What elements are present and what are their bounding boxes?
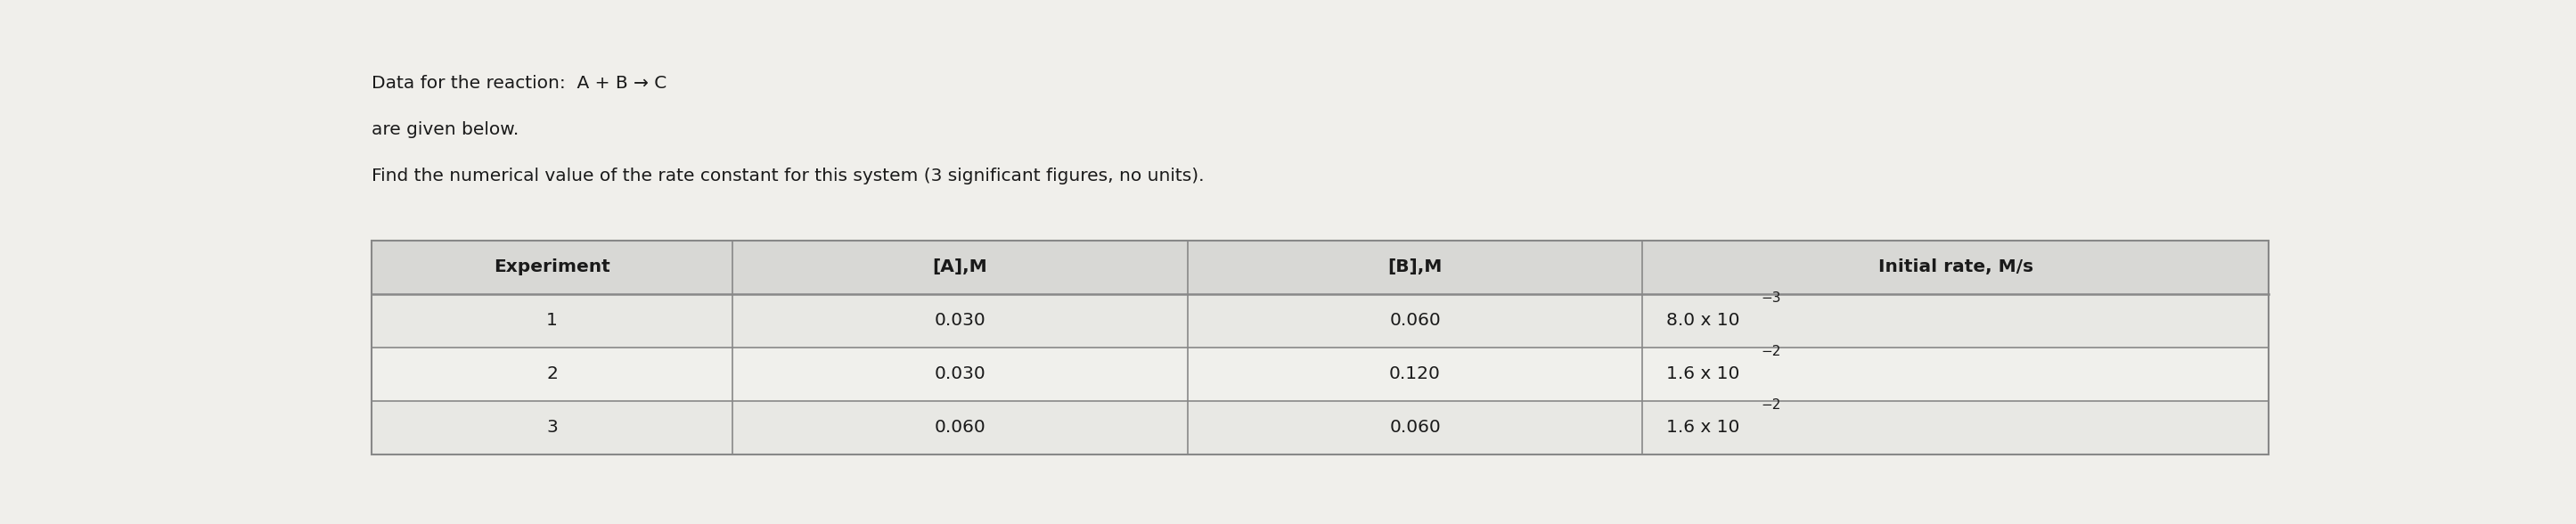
Text: Find the numerical value of the rate constant for this system (3 significant fig: Find the numerical value of the rate con… — [371, 168, 1206, 185]
Text: Data for the reaction:  A + B → C: Data for the reaction: A + B → C — [371, 75, 667, 92]
Text: 0.030: 0.030 — [935, 366, 987, 383]
Text: 8.0 x 10: 8.0 x 10 — [1667, 312, 1739, 329]
Text: 0.060: 0.060 — [935, 419, 987, 436]
Text: Experiment: Experiment — [495, 259, 611, 276]
Text: −2: −2 — [1762, 399, 1780, 412]
Text: −2: −2 — [1762, 345, 1780, 358]
Text: 0.060: 0.060 — [1388, 312, 1440, 329]
Text: 1.6 x 10: 1.6 x 10 — [1667, 419, 1739, 436]
Text: 0.120: 0.120 — [1388, 366, 1440, 383]
Text: 1: 1 — [546, 312, 559, 329]
Text: 1.6 x 10: 1.6 x 10 — [1667, 366, 1739, 383]
Text: Initial rate, M/s: Initial rate, M/s — [1878, 259, 2032, 276]
Text: [A],M: [A],M — [933, 259, 987, 276]
Text: [B],M: [B],M — [1388, 259, 1443, 276]
Text: 3: 3 — [546, 419, 559, 436]
Text: 2: 2 — [546, 366, 559, 383]
Text: are given below.: are given below. — [371, 122, 520, 138]
Text: 0.060: 0.060 — [1388, 419, 1440, 436]
Text: −3: −3 — [1762, 292, 1780, 305]
Text: 0.030: 0.030 — [935, 312, 987, 329]
